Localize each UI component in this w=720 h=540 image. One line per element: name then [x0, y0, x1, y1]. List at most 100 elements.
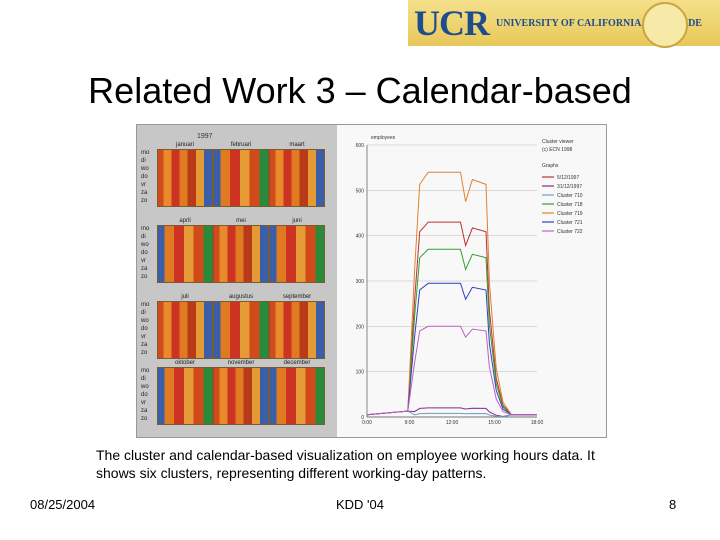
weekday-label: za: [141, 190, 148, 196]
calendar-month: juni: [269, 217, 325, 283]
month-day-grid: [157, 367, 213, 425]
footer-date: 08/25/2004: [30, 497, 96, 512]
university-logo-banner: UCR UNIVERSITY OF CALIFORNIA, RIVERSIDE: [408, 0, 720, 48]
weekday-label: do: [141, 174, 148, 180]
legend-entry: Cluster 722: [557, 229, 583, 235]
weekday-labels: mo di wo do vr za zo: [141, 149, 149, 205]
legend-entry: Cluster 718: [557, 202, 583, 208]
weekday-label: mo: [141, 368, 150, 374]
month-name: april: [179, 218, 191, 224]
weekday-label: mo: [141, 226, 150, 232]
weekday-label: di: [141, 158, 146, 164]
series-line: [366, 221, 537, 416]
legend-heading: Graphs: [542, 163, 559, 169]
figure-caption: The cluster and calendar-based visualiza…: [96, 446, 696, 482]
month-day-grid: [213, 149, 269, 207]
month-day-grid: [269, 225, 325, 283]
slide-title: Related Work 3 – Calendar-based: [88, 70, 632, 111]
weekday-label: zo: [141, 350, 148, 356]
month-name: december: [283, 360, 311, 366]
y-tick-label: 600: [356, 143, 365, 149]
university-name: UNIVERSITY OF CALIFORNIA, RIVERSIDE: [496, 18, 702, 29]
month-name: november: [227, 360, 255, 366]
calendar-month: februari: [213, 141, 269, 207]
calendar-panel: 1997 mo di wo do vr za zo mo di wo do vr za zo mo di wo d…: [137, 125, 333, 437]
weekday-label: do: [141, 326, 148, 332]
series-line: [366, 248, 537, 416]
y-tick-label: 200: [356, 324, 365, 330]
weekday-label: wo: [141, 384, 149, 390]
weekday-label: wo: [141, 242, 149, 248]
ucr-logo-text: UCR: [414, 3, 490, 43]
legend-entry: Cluster 710: [557, 193, 583, 199]
weekday-labels: mo di wo do vr za zo: [141, 301, 149, 357]
weekday-label: di: [141, 234, 146, 240]
x-tick-label: 15:00: [488, 420, 501, 426]
month-day-grid: [269, 149, 325, 207]
y-tick-label: 500: [356, 188, 365, 194]
caption-line-2: shows six clusters, representing differe…: [96, 465, 487, 481]
legend-entry: 31/12/1997: [557, 184, 582, 190]
cluster-line-chart: 0 100 200 300 400 500 600 employees 0:00 9:00 12:0…: [337, 125, 606, 437]
calendar-month: april: [157, 217, 213, 283]
weekday-label: di: [141, 310, 146, 316]
month-day-grid: [157, 301, 213, 359]
calendar-month: maart: [269, 141, 325, 207]
weekday-label: za: [141, 408, 148, 414]
calendar-month: juli: [157, 293, 213, 359]
month-day-grid: [157, 149, 213, 207]
series-line: [366, 325, 537, 416]
weekday-label: mo: [141, 302, 150, 308]
legend-entry: Cluster 721: [557, 220, 583, 226]
month-name: januari: [175, 142, 194, 148]
x-tick-label: 12:00: [446, 420, 459, 426]
weekday-label: do: [141, 250, 148, 256]
month-name: september: [282, 294, 312, 300]
weekday-label: za: [141, 342, 148, 348]
series-line: [366, 410, 537, 418]
month-name: juni: [292, 218, 302, 224]
y-tick-label: 400: [356, 234, 365, 240]
weekday-label: zo: [141, 416, 148, 422]
x-tick-label: 0:00: [362, 420, 372, 426]
weekday-label: zo: [141, 198, 148, 204]
month-name: juli: [181, 294, 189, 300]
calendar-month: september: [269, 293, 325, 359]
x-tick-label: 18:00: [531, 420, 544, 426]
weekday-label: vr: [141, 400, 146, 406]
y-tick-label: 100: [356, 370, 365, 376]
series-line: [366, 171, 537, 416]
month-day-grid: [269, 367, 325, 425]
weekday-labels: mo di wo do vr za zo: [141, 367, 149, 423]
weekday-label: za: [141, 266, 148, 272]
month-name: oktober: [174, 360, 195, 366]
month-day-grid: [269, 301, 325, 359]
legend-title: Cluster viewer: [542, 139, 574, 145]
x-tick-label: 9:00: [405, 420, 415, 426]
calendar-month: mei: [213, 217, 269, 283]
chart-canvas: 0 100 200 300 400 500 600 employees 0:00 9:00 12:0…: [356, 135, 583, 426]
month-day-grid: [213, 225, 269, 283]
y-tick-label: 300: [356, 279, 365, 285]
y-axis-label: employees: [371, 135, 396, 141]
calendar-month: december: [269, 359, 325, 425]
calendar-cluster-figure: 1997 mo di wo do vr za zo mo di wo do vr za zo mo di wo d…: [136, 124, 607, 438]
legend-entry: 5/12/1997: [557, 175, 579, 181]
month-name: mei: [236, 218, 246, 224]
calendar-month: januari: [157, 141, 213, 207]
series-line: [366, 282, 537, 416]
footer-venue: KDD '04: [336, 497, 385, 512]
weekday-label: vr: [141, 182, 146, 188]
university-seal-icon: [642, 2, 688, 48]
slide-number: 8: [669, 497, 677, 512]
weekday-label: wo: [141, 318, 149, 324]
weekday-labels: mo di wo do vr za zo: [141, 225, 149, 281]
calendar-month: november: [213, 359, 269, 425]
weekday-label: di: [141, 376, 146, 382]
month-name: augustus: [228, 294, 254, 300]
weekday-label: vr: [141, 334, 146, 340]
month-name: februari: [230, 142, 252, 148]
weekday-label: vr: [141, 258, 146, 264]
y-tick-label: 0: [361, 415, 364, 421]
weekday-label: mo: [141, 150, 150, 156]
